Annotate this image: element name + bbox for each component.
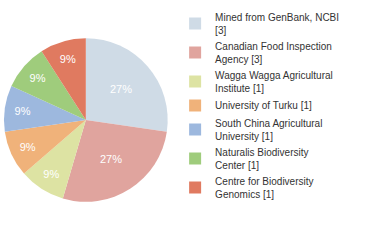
svg-text:Wagga Wagga AgriculturalInstit: Wagga Wagga AgriculturalInstitute [1] [215,70,333,94]
svg-text:South China AgriculturalUniver: South China AgriculturalUniversity [1] [215,118,322,142]
svg-text:27%: 27% [110,83,132,95]
svg-text:9%: 9% [60,53,76,65]
svg-text:9%: 9% [43,168,59,180]
svg-text:Naturalis BiodiversityCenter [: Naturalis BiodiversityCenter [1] [215,147,308,171]
svg-text:Centre for BiodiversityGenomic: Centre for BiodiversityGenomics [1] [215,176,313,200]
svg-text:University of Turku [1]: University of Turku [1] [215,100,312,111]
svg-text:Canadian Food InspectionAgency: Canadian Food InspectionAgency [3] [215,41,332,65]
svg-text:9%: 9% [30,72,46,84]
svg-text:9%: 9% [20,141,36,153]
svg-text:9%: 9% [15,105,31,117]
svg-text:27%: 27% [100,153,122,165]
svg-text:Mined from GenBank, NCBI[3]: Mined from GenBank, NCBI[3] [215,12,339,36]
